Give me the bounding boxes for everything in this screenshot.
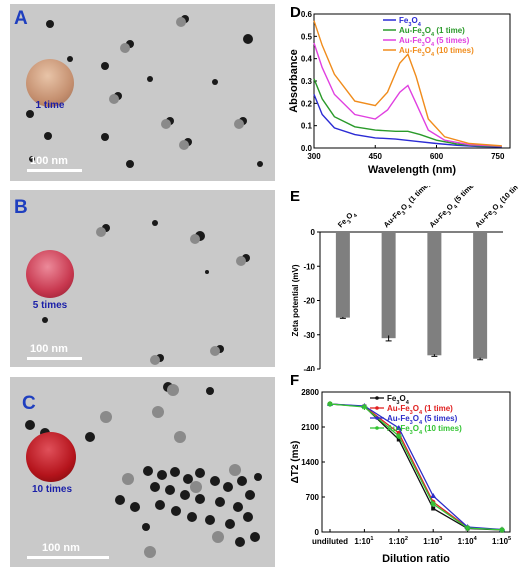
data-point [464, 525, 471, 531]
x-tick-label: 750 [491, 152, 505, 161]
sample-vial-a [26, 59, 74, 107]
data-point [327, 401, 333, 407]
y-tick-label: 1400 [301, 458, 319, 467]
category-label-0: Fe3O4 [336, 209, 359, 232]
y-tick-label: 0.5 [301, 32, 313, 41]
scale-label-a: 100 nm [30, 155, 68, 167]
series-line-3 [329, 403, 503, 531]
y-tick-label: 0.0 [301, 144, 313, 153]
bar-2 [427, 232, 442, 356]
category-label-1: Au-Fe3O4 (1 time) [382, 186, 434, 232]
panel-letter-d: D [290, 4, 301, 21]
data-point [395, 425, 402, 430]
panel-letter-b: B [14, 197, 28, 218]
x-tick-label-0: undiluted [312, 537, 348, 546]
legend-marker-3 [375, 426, 379, 430]
data-point [430, 493, 437, 498]
data-point [499, 526, 505, 533]
delta-t2-chart: 0 700 1400 2100 2800 undiluted 1:101 1:102 1:103… [290, 388, 511, 565]
panel-letter-e: E [290, 188, 301, 205]
tem-image-a: 1 time 100 nm [10, 4, 275, 181]
y-tick-label: 0.4 [301, 55, 313, 64]
data-point [396, 437, 401, 442]
y-tick-label: -20 [303, 297, 315, 306]
panel-letter-c: C [22, 393, 36, 414]
legend-label-3: Au-Fe3O4 (10 times) [399, 46, 474, 58]
scale-label-b: 100 nm [30, 343, 68, 355]
y-tick-label: 0.2 [301, 99, 313, 108]
x-tick-label: 300 [307, 152, 321, 161]
panel-letter-f: F [290, 372, 300, 389]
sample-vial-b [26, 250, 74, 298]
panel-letter-a: A [14, 8, 28, 29]
scale-bar-b [27, 357, 82, 360]
bar-3 [473, 232, 488, 359]
x-axis-label: Dilution ratio [382, 553, 450, 565]
scale-bar-a [27, 169, 82, 172]
sample-vial-c [26, 432, 76, 482]
data-point [431, 506, 436, 511]
x-tick-label-2: 1:102 [389, 536, 408, 546]
y-tick-label: 0.1 [301, 122, 313, 131]
y-tick-label: 2800 [301, 388, 319, 397]
legend-label-3: Au-Fe3O4 (10 times) [387, 424, 462, 436]
data-point [430, 501, 437, 507]
category-label-3: Au-Fe3O4 (10 times) [473, 186, 518, 232]
y-tick-label: 2100 [301, 423, 319, 432]
x-tick-label-1: 1:101 [354, 536, 373, 546]
x-tick-label-3: 1:103 [423, 536, 442, 546]
scale-label-c: 100 nm [42, 542, 80, 554]
series-line-0 [313, 94, 502, 148]
zeta-potential-chart: 0 -10 -20 -30 -40 Fe3O4 Au-Fe3O4 (1 time) Au-Fe… [291, 186, 518, 371]
tem-image-b: 5 times 100 nm [10, 190, 275, 367]
legend-marker-0 [375, 396, 379, 400]
vial-label-b: 5 times [32, 300, 68, 311]
y-axis-label: Absorbance [288, 49, 300, 113]
vial-label-a: 1 time [35, 100, 65, 111]
data-point [395, 433, 402, 439]
nanoparticles-b [42, 220, 250, 365]
legend-label-0: Fe3O4 [387, 394, 410, 406]
y-tick-label: 0 [311, 228, 316, 237]
data-point [361, 404, 368, 410]
legend-marker-1 [375, 406, 379, 410]
scale-bar-c [27, 556, 109, 559]
series-line-1 [313, 78, 502, 148]
legend-marker-2 [375, 416, 379, 420]
y-tick-label: -10 [303, 262, 315, 271]
bar-1 [381, 232, 396, 339]
series-line-3 [313, 20, 502, 147]
x-axis-label: Wavelength (nm) [368, 164, 457, 176]
tem-image-c: 10 times 100 nm [10, 377, 275, 567]
legend-label-1: Au-Fe3O4 (1 time) [399, 26, 465, 38]
bar-0 [335, 232, 350, 318]
y-axis-label: ΔT2 (ms) [290, 441, 301, 484]
legend-label-2: Au-Fe3O4 (5 times) [399, 36, 470, 48]
series-line-2 [329, 403, 503, 531]
x-tick-label: 450 [369, 152, 383, 161]
vial-label-c: 10 times [31, 484, 73, 495]
y-tick-label: 0.3 [301, 77, 313, 86]
series-line-2 [313, 42, 502, 147]
y-axis-label: Zeta potential (mV) [291, 264, 300, 336]
legend-label-1: Au-Fe3O4 (1 time) [387, 404, 453, 416]
legend-label-0: Fe3O4 [399, 16, 422, 28]
y-tick-label: -30 [303, 331, 315, 340]
x-tick-label: 600 [430, 152, 444, 161]
x-tick-label-5: 1:105 [492, 536, 511, 546]
nanoparticles-a [26, 15, 263, 168]
y-tick-label: 0 [315, 528, 320, 537]
y-tick-label: 0.6 [301, 10, 313, 19]
legend-label-2: Au-Fe3O4 (5 times) [387, 414, 458, 426]
y-tick-label: -40 [303, 365, 315, 371]
x-tick-label-4: 1:104 [458, 536, 478, 546]
y-tick-label: 700 [306, 493, 320, 502]
